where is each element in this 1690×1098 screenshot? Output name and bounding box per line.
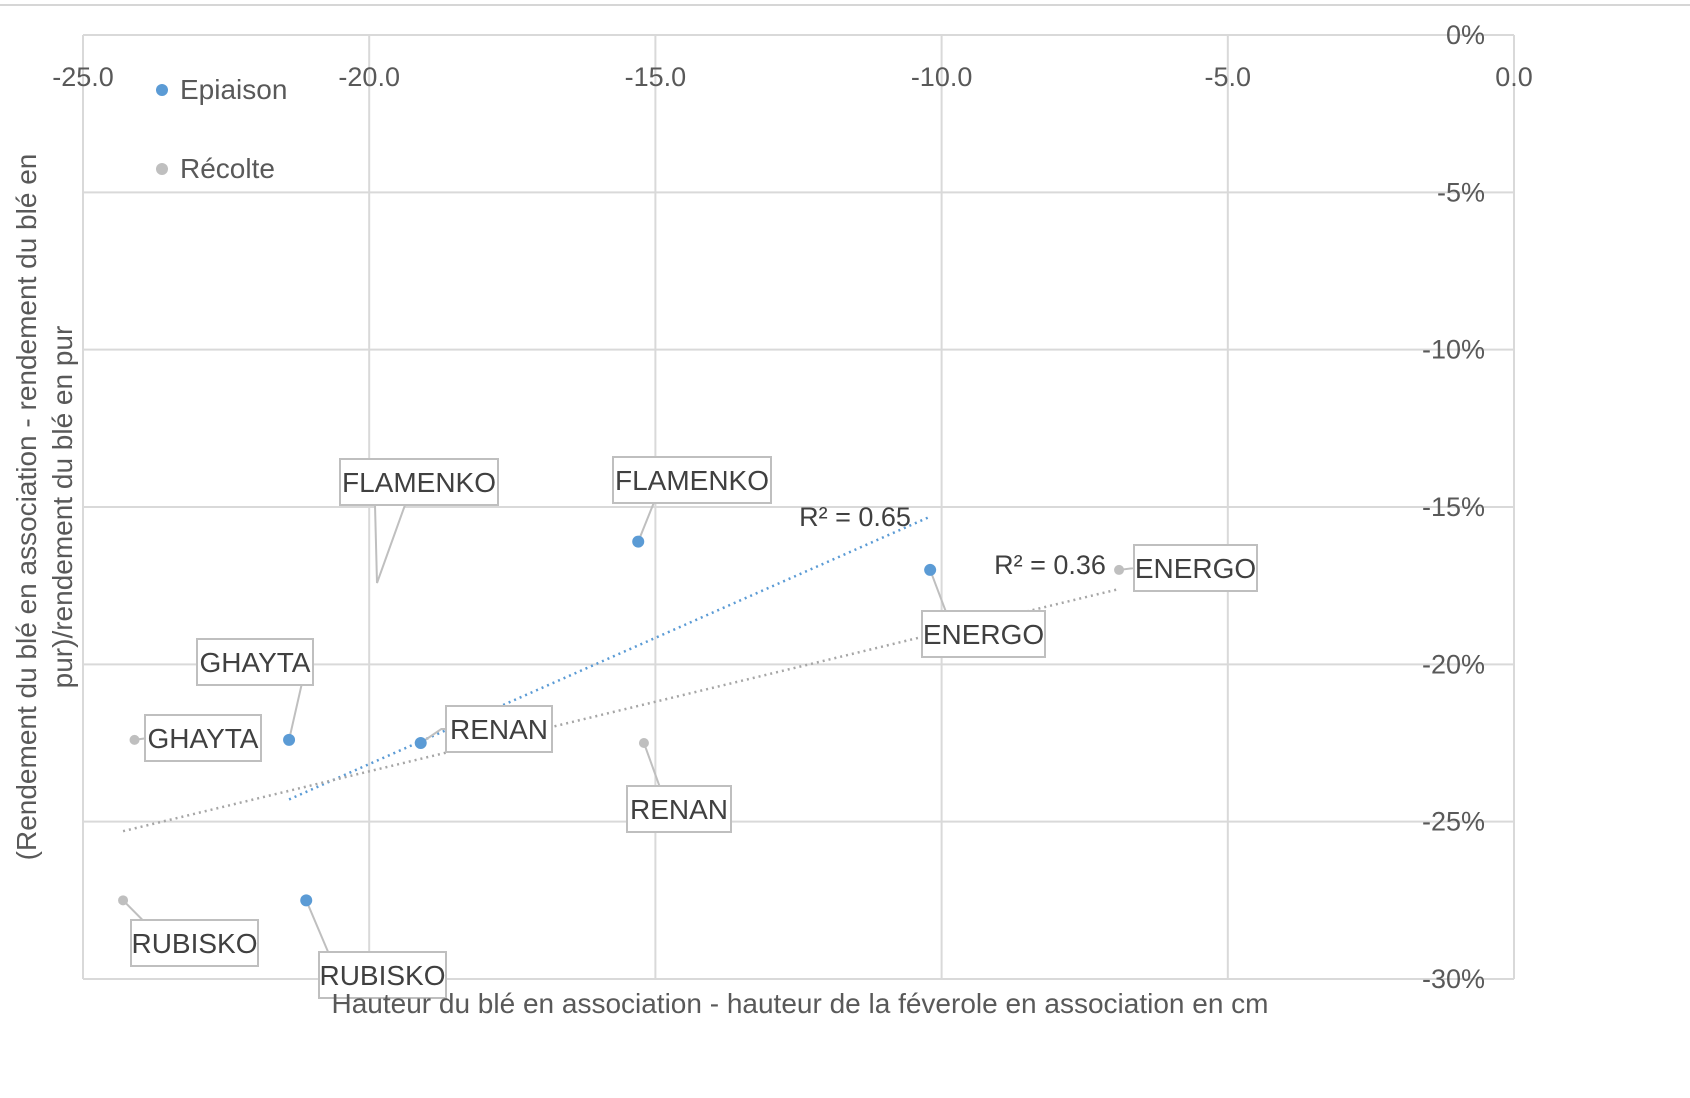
callout-box xyxy=(626,785,732,833)
data-label: RENAN xyxy=(630,794,728,825)
x-tick-label: -20.0 xyxy=(338,62,400,92)
trendlines xyxy=(122,515,1120,833)
callout-leader-line xyxy=(637,502,656,542)
callout-box xyxy=(1133,544,1258,592)
r2-label-epiaison: R² = 0.65 xyxy=(799,502,911,532)
callout-box xyxy=(318,951,447,999)
y-tick-label: -15% xyxy=(1422,492,1485,522)
y-tick-label: -5% xyxy=(1437,177,1485,207)
data-label: ENERGO xyxy=(923,619,1044,650)
data-point-epiaison xyxy=(924,563,937,576)
legend-label-epiaison: Epiaison xyxy=(180,74,287,105)
callout-leaders xyxy=(122,502,1135,953)
data-point-epiaison xyxy=(414,737,427,749)
data-label: FLAMENKO xyxy=(615,465,769,496)
legend: Epiaison Récolte xyxy=(156,74,287,184)
y-tick-label: -20% xyxy=(1422,649,1485,679)
y-tick-label: -25% xyxy=(1422,807,1485,837)
data-point-epiaison xyxy=(283,733,296,746)
legend-marker-epiaison xyxy=(156,84,168,96)
top-border xyxy=(0,4,1690,6)
callout-leader-line xyxy=(643,742,661,787)
data-label: RENAN xyxy=(450,714,548,745)
x-axis-title: Hauteur du blé en association - hauteur … xyxy=(331,988,1268,1019)
y-tick-label: -10% xyxy=(1422,335,1485,365)
y-tick-label: 0% xyxy=(1446,20,1485,50)
trendline-epiaison xyxy=(288,515,931,801)
callout-box xyxy=(921,610,1046,658)
data-label: ENERGO xyxy=(1135,553,1256,584)
callout-pointer xyxy=(374,504,406,584)
data-callouts: FLAMENKO ENERGO GHAYTA RENAN RUBISKO FLAMENKO… xyxy=(130,456,1258,999)
x-tick-labels: -25.0 -20.0 -15.0 -10.0 -5.0 0.0 xyxy=(52,62,1533,92)
callout-box xyxy=(445,705,553,753)
x-tick-label: -10.0 xyxy=(911,62,973,92)
y-axis-title-line1: (Rendement du blé en association - rende… xyxy=(11,154,42,861)
callout-leader-line xyxy=(305,899,334,953)
x-tick-label: -15.0 xyxy=(625,62,687,92)
data-label: RUBISKO xyxy=(131,928,257,959)
r2-label-recolte: R² = 0.36 xyxy=(994,550,1106,580)
data-label: RUBISKO xyxy=(319,960,445,991)
callout-box xyxy=(196,638,314,686)
data-points xyxy=(118,535,1125,907)
data-label: FLAMENKO xyxy=(342,467,496,498)
data-point-recolte xyxy=(129,734,140,745)
data-point-epiaison xyxy=(300,894,313,907)
y-axis-title-line2: pur)/rendement du blé en pur xyxy=(47,326,78,689)
data-point-epiaison xyxy=(632,535,645,548)
callout-leader-line xyxy=(929,569,948,612)
x-tick-label: -5.0 xyxy=(1205,62,1252,92)
callout-box xyxy=(612,456,772,504)
x-tick-label: -25.0 xyxy=(52,62,114,92)
x-tick-label: 0.0 xyxy=(1495,62,1533,92)
callout-box xyxy=(144,714,262,762)
legend-label-recolte: Récolte xyxy=(180,153,275,184)
y-tick-labels: 0% -5% -10% -15% -20% -25% -30% xyxy=(1422,20,1485,994)
data-point-recolte xyxy=(118,895,129,906)
legend-marker-recolte xyxy=(156,163,168,175)
y-tick-label: -30% xyxy=(1422,964,1485,994)
data-point-recolte xyxy=(1114,564,1125,575)
callout-leader-line xyxy=(288,684,303,741)
callout-box xyxy=(130,919,259,967)
callout-leader-line xyxy=(420,728,446,744)
callout-box xyxy=(339,458,499,506)
data-point-recolte xyxy=(638,738,649,748)
data-label: GHAYTA xyxy=(148,723,259,754)
data-label: GHAYTA xyxy=(200,647,311,678)
